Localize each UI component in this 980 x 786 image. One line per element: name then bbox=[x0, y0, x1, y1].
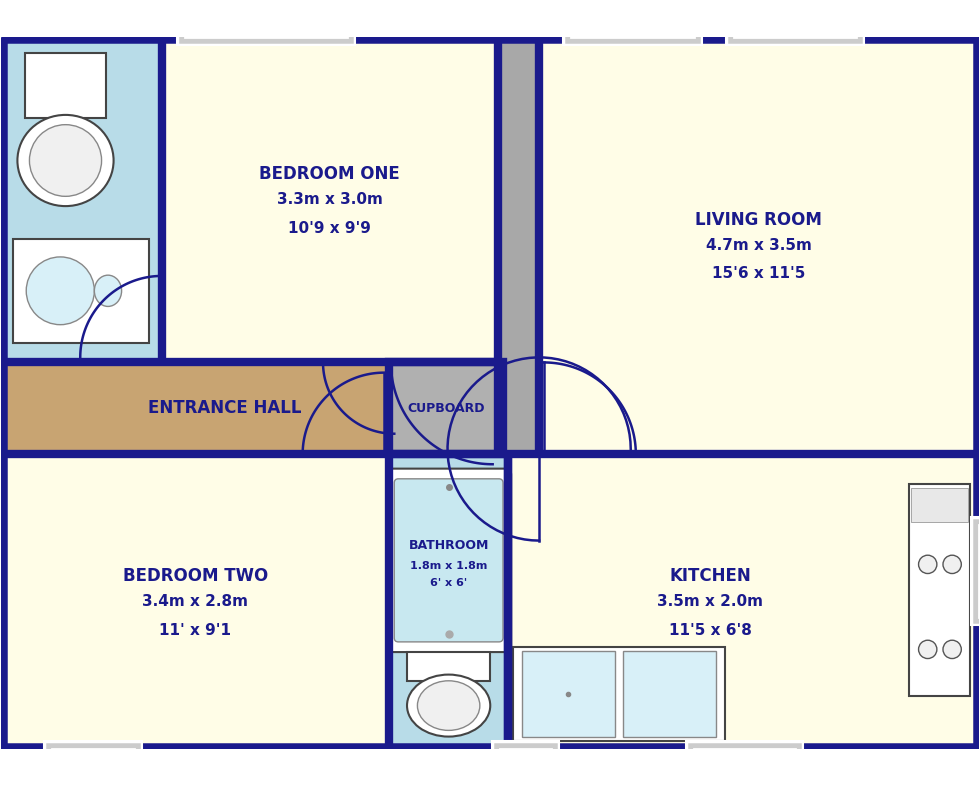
Bar bbox=[1, 454, 389, 749]
Bar bbox=[623, 651, 716, 737]
FancyBboxPatch shape bbox=[386, 468, 512, 652]
Text: BATHROOM: BATHROOM bbox=[409, 539, 489, 553]
Bar bbox=[162, 37, 498, 362]
Bar bbox=[498, 37, 539, 454]
Circle shape bbox=[918, 555, 937, 574]
Bar bbox=[1, 37, 162, 362]
Text: 3.4m x 2.8m: 3.4m x 2.8m bbox=[142, 594, 248, 609]
Ellipse shape bbox=[18, 115, 114, 206]
Text: CUPBOARD: CUPBOARD bbox=[408, 402, 485, 415]
Text: KITCHEN: KITCHEN bbox=[669, 567, 751, 586]
Bar bbox=[1, 362, 498, 454]
Bar bbox=[407, 652, 490, 681]
Text: LIVING ROOM: LIVING ROOM bbox=[696, 211, 822, 229]
Bar bbox=[389, 454, 508, 749]
Text: BEDROOM TWO: BEDROOM TWO bbox=[122, 567, 268, 586]
Text: 11' x 9'1: 11' x 9'1 bbox=[160, 623, 231, 637]
Bar bbox=[25, 53, 106, 118]
Circle shape bbox=[918, 641, 937, 659]
Circle shape bbox=[943, 641, 961, 659]
Ellipse shape bbox=[407, 674, 490, 736]
Text: 3.3m x 3.0m: 3.3m x 3.0m bbox=[276, 192, 382, 207]
Text: 11'5 x 6'8: 11'5 x 6'8 bbox=[668, 623, 752, 637]
Text: 15'6 x 11'5: 15'6 x 11'5 bbox=[712, 266, 806, 281]
Circle shape bbox=[943, 555, 961, 574]
FancyBboxPatch shape bbox=[394, 479, 503, 642]
Ellipse shape bbox=[94, 275, 122, 307]
Ellipse shape bbox=[29, 125, 102, 196]
Bar bbox=[911, 488, 968, 522]
Bar bbox=[521, 651, 614, 737]
Ellipse shape bbox=[417, 681, 480, 730]
Text: 6' x 6': 6' x 6' bbox=[430, 578, 467, 589]
Bar bbox=[389, 362, 503, 454]
Text: BEDROOM ONE: BEDROOM ONE bbox=[260, 165, 400, 183]
Bar bbox=[909, 483, 970, 696]
Bar bbox=[514, 647, 725, 741]
Bar bbox=[389, 362, 503, 454]
Text: 4.7m x 3.5m: 4.7m x 3.5m bbox=[706, 238, 811, 253]
Bar bbox=[13, 239, 149, 343]
Ellipse shape bbox=[26, 257, 94, 325]
Text: 3.5m x 2.0m: 3.5m x 2.0m bbox=[658, 594, 763, 609]
Bar bbox=[539, 37, 979, 454]
Bar bbox=[508, 454, 979, 749]
Text: ENTRANCE HALL: ENTRANCE HALL bbox=[148, 399, 302, 417]
Text: 1.8m x 1.8m: 1.8m x 1.8m bbox=[410, 561, 487, 571]
Text: 10'9 x 9'9: 10'9 x 9'9 bbox=[288, 221, 371, 236]
